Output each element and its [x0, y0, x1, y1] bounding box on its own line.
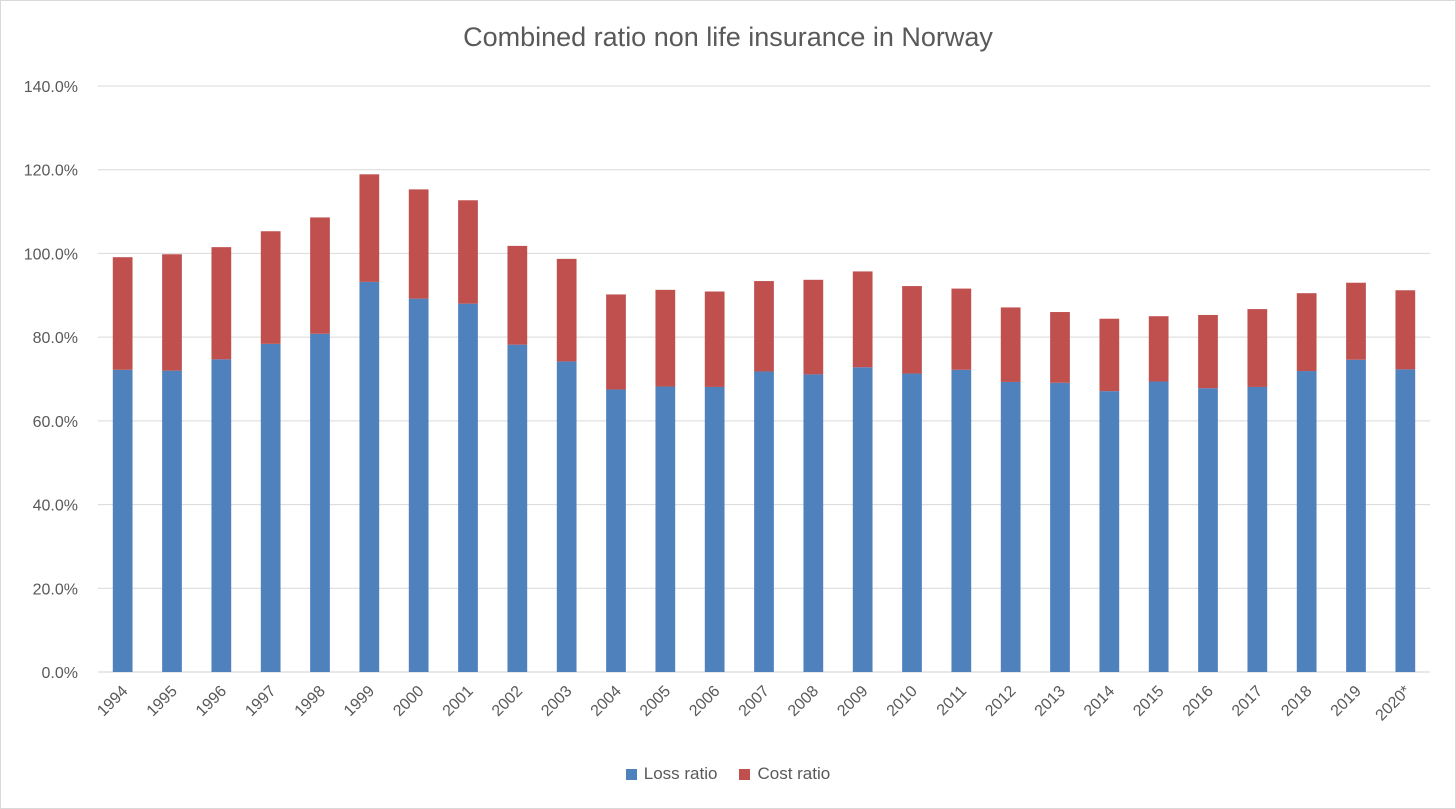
bar-loss-ratio-2005 — [655, 386, 676, 672]
bar-cost-ratio-2010 — [902, 286, 922, 374]
bar-cost-ratio-2003 — [556, 258, 577, 362]
x-tick-label: 2020* — [1373, 683, 1415, 725]
y-tick-label: 60.0% — [33, 414, 78, 431]
x-tick-label: 2010 — [884, 683, 921, 720]
bar-loss-ratio-2019 — [1346, 359, 1366, 672]
bar-loss-ratio-2015 — [1148, 381, 1169, 672]
x-tick-label: 1997 — [242, 683, 279, 720]
bar-loss-ratio-2010 — [902, 373, 922, 672]
bar-cost-ratio-1997 — [260, 231, 281, 344]
y-tick-label: 80.0% — [33, 330, 78, 347]
bar-cost-ratio-2005 — [655, 289, 676, 387]
bar-cost-ratio-1994 — [112, 257, 133, 370]
x-tick-label: 2003 — [538, 683, 575, 720]
legend: Loss ratio Cost ratio — [0, 764, 1456, 784]
bar-loss-ratio-2006 — [704, 386, 725, 672]
bar-cost-ratio-2004 — [606, 294, 626, 390]
bar-loss-ratio-2003 — [556, 361, 577, 672]
bar-loss-ratio-1996 — [211, 359, 232, 672]
x-tick-label: 2011 — [934, 683, 970, 719]
legend-label-loss-ratio: Loss ratio — [643, 764, 718, 783]
x-tick-label: 2008 — [785, 683, 822, 720]
bar-cost-ratio-2008 — [803, 279, 824, 375]
x-tick-label: 2017 — [1229, 683, 1266, 720]
bar-cost-ratio-2013 — [1050, 312, 1070, 383]
chart-title: Combined ratio non life insurance in Nor… — [463, 22, 993, 52]
x-tick-label: 2016 — [1180, 683, 1217, 720]
x-tick-label: 2002 — [489, 683, 526, 720]
y-tick-label: 140.0% — [24, 79, 78, 96]
y-tick-label: 20.0% — [33, 581, 78, 598]
bar-loss-ratio-1998 — [310, 333, 330, 672]
bar-loss-ratio-2009 — [852, 367, 873, 672]
bar-cost-ratio-2015 — [1148, 316, 1169, 382]
x-tick-label: 2013 — [1032, 683, 1069, 720]
bar-cost-ratio-2014 — [1099, 318, 1120, 392]
plot-area: 0.0% 20.0% 40.0% 60.0% 80.0% 100.0% 120.0% 140.… — [24, 79, 1430, 725]
bar-cost-ratio-2016 — [1198, 314, 1218, 389]
bar-cost-ratio-1998 — [310, 217, 330, 334]
bar-cost-ratio-2017 — [1247, 309, 1268, 387]
bar-loss-ratio-1997 — [260, 343, 281, 672]
x-tick-label: 1996 — [193, 683, 230, 720]
bar-loss-ratio-2008 — [803, 374, 824, 672]
x-tick-label: 1999 — [341, 683, 378, 720]
bar-loss-ratio-2020 — [1395, 369, 1416, 672]
bar-loss-ratio-2000 — [408, 298, 429, 672]
legend-item-loss-ratio: Loss ratio — [625, 764, 718, 784]
x-tick-label: 2015 — [1130, 683, 1167, 720]
x-tick-label: 2009 — [834, 683, 871, 720]
x-tick-label: 2001 — [440, 683, 477, 720]
bar-loss-ratio-2011 — [951, 369, 972, 672]
bar-cost-ratio-1996 — [211, 247, 232, 360]
x-tick-label: 2014 — [1081, 683, 1118, 720]
bar-cost-ratio-2019 — [1346, 282, 1366, 360]
bar-loss-ratio-2016 — [1198, 388, 1218, 672]
x-tick-label: 1994 — [94, 683, 131, 720]
bar-loss-ratio-2007 — [754, 371, 774, 672]
bar-cost-ratio-2006 — [704, 291, 725, 387]
y-tick-label: 0.0% — [42, 665, 78, 682]
bar-loss-ratio-2018 — [1296, 371, 1317, 672]
bar-loss-ratio-2004 — [606, 389, 626, 672]
bar-loss-ratio-2002 — [507, 344, 528, 672]
bar-loss-ratio-1995 — [162, 370, 182, 672]
x-tick-label: 2007 — [736, 683, 773, 720]
legend-item-cost-ratio: Cost ratio — [739, 764, 830, 784]
bar-cost-ratio-2002 — [507, 245, 528, 345]
bar-cost-ratio-2020 — [1395, 290, 1416, 370]
x-tick-label: 2000 — [390, 683, 427, 720]
x-tick-label: 1998 — [292, 683, 329, 720]
legend-swatch-cost-ratio — [739, 768, 751, 780]
y-tick-label: 100.0% — [24, 246, 78, 263]
bar-cost-ratio-2001 — [458, 200, 478, 304]
bar-cost-ratio-2012 — [1000, 307, 1021, 382]
bar-loss-ratio-2001 — [458, 303, 478, 672]
x-tick-label: 2004 — [588, 683, 625, 720]
bar-loss-ratio-2014 — [1099, 391, 1120, 672]
bar-loss-ratio-2013 — [1050, 382, 1070, 672]
bar-cost-ratio-2007 — [754, 281, 774, 372]
bar-cost-ratio-2011 — [951, 288, 972, 370]
x-tick-label: 2018 — [1278, 683, 1315, 720]
bar-cost-ratio-2009 — [852, 271, 873, 368]
bar-cost-ratio-1995 — [162, 254, 182, 371]
x-tick-label: 2005 — [637, 683, 674, 720]
x-tick-label: 2006 — [686, 683, 723, 720]
bar-loss-ratio-2017 — [1247, 386, 1268, 672]
x-tick-label: 2019 — [1328, 683, 1365, 720]
bar-loss-ratio-2012 — [1000, 381, 1021, 672]
bar-loss-ratio-1999 — [359, 281, 380, 672]
bar-cost-ratio-1999 — [359, 174, 380, 282]
bar-cost-ratio-2000 — [408, 189, 429, 299]
y-tick-label: 120.0% — [24, 163, 78, 180]
y-tick-label: 40.0% — [33, 498, 78, 515]
x-tick-label: 2012 — [982, 683, 1019, 720]
bar-cost-ratio-2018 — [1296, 293, 1317, 372]
x-tick-label: 1995 — [144, 683, 181, 720]
legend-label-cost-ratio: Cost ratio — [757, 764, 831, 783]
legend-swatch-loss-ratio — [625, 768, 637, 780]
bar-loss-ratio-1994 — [112, 369, 133, 672]
